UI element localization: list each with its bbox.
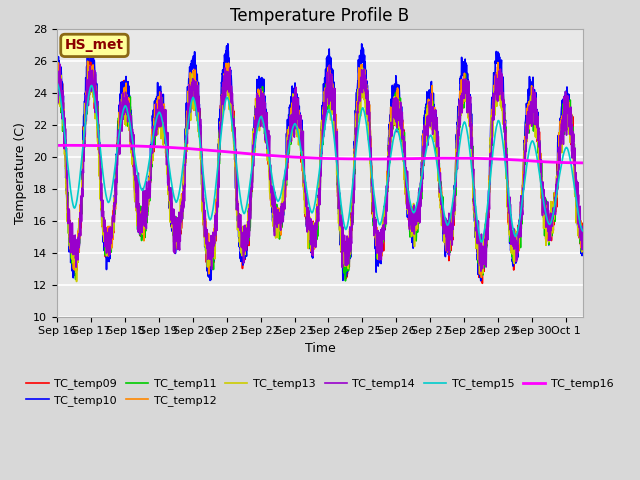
Line: TC_temp09: TC_temp09: [57, 59, 583, 283]
Line: TC_temp16: TC_temp16: [57, 145, 583, 163]
Text: HS_met: HS_met: [65, 38, 124, 52]
Line: TC_temp14: TC_temp14: [57, 64, 583, 271]
Legend: TC_temp09, TC_temp10, TC_temp11, TC_temp12, TC_temp13, TC_temp14, TC_temp15, TC_: TC_temp09, TC_temp10, TC_temp11, TC_temp…: [22, 374, 618, 410]
Line: TC_temp12: TC_temp12: [57, 61, 583, 277]
Line: TC_temp13: TC_temp13: [57, 68, 583, 281]
Y-axis label: Temperature (C): Temperature (C): [15, 122, 28, 224]
X-axis label: Time: Time: [305, 342, 335, 355]
Line: TC_temp15: TC_temp15: [57, 83, 583, 242]
Title: Temperature Profile B: Temperature Profile B: [230, 7, 410, 25]
Line: TC_temp11: TC_temp11: [57, 67, 583, 281]
Line: TC_temp10: TC_temp10: [57, 42, 583, 280]
